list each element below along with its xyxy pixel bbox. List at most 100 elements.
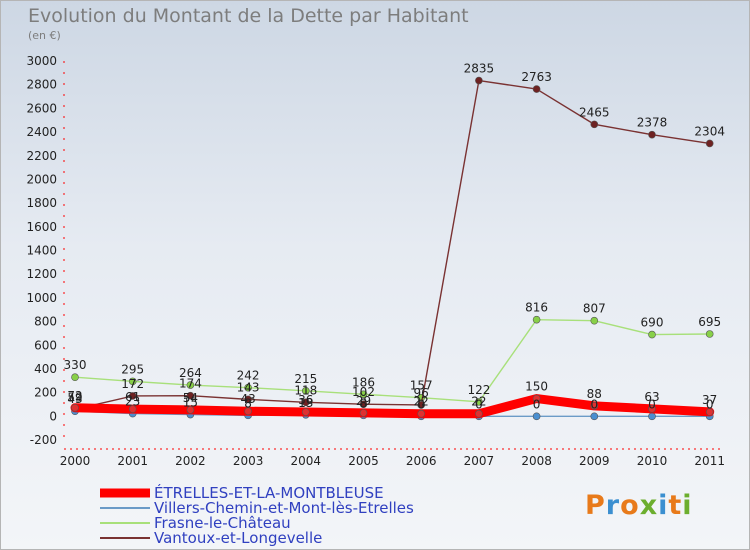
data-label: 102 bbox=[352, 385, 375, 399]
data-label: 330 bbox=[64, 358, 87, 372]
logo-letter: P bbox=[585, 490, 606, 521]
data-label: 23 bbox=[125, 395, 140, 409]
data-point bbox=[128, 377, 137, 386]
data-label: 8 bbox=[244, 396, 252, 410]
data-point bbox=[417, 409, 426, 418]
x-tick-label: 2008 bbox=[521, 454, 552, 468]
x-tick-label: 2001 bbox=[117, 454, 148, 468]
data-point bbox=[590, 120, 599, 129]
data-label: 29 bbox=[356, 394, 371, 408]
data-label: 0 bbox=[648, 397, 656, 411]
data-label: 37 bbox=[702, 393, 717, 407]
y-tick-label: 800 bbox=[34, 315, 57, 329]
data-label: 0 bbox=[706, 397, 714, 411]
data-label: 264 bbox=[179, 366, 202, 380]
data-point bbox=[532, 412, 541, 421]
data-point bbox=[417, 401, 426, 409]
data-point bbox=[475, 76, 483, 85]
data-label: 157 bbox=[410, 379, 433, 393]
x-tick-label: 2011 bbox=[694, 454, 725, 468]
data-point bbox=[359, 409, 368, 417]
legend-label: ÉTRELLES-ET-LA-MONTBLEUSE bbox=[154, 483, 384, 502]
data-label: 174 bbox=[179, 377, 202, 391]
legend-label: Vantoux-et-Longevelle bbox=[154, 529, 322, 547]
data-label: 59 bbox=[67, 390, 82, 404]
data-label: 15 bbox=[183, 396, 198, 410]
data-label: 8 bbox=[360, 396, 368, 410]
data-point bbox=[301, 398, 310, 407]
data-label: 96 bbox=[414, 386, 429, 400]
data-point bbox=[475, 398, 483, 406]
series-line bbox=[74, 79, 711, 411]
data-point bbox=[301, 387, 310, 395]
data-label: 0 bbox=[590, 397, 598, 411]
data-label: 118 bbox=[294, 383, 317, 397]
data-point bbox=[301, 408, 310, 416]
y-tick-label: 2000 bbox=[26, 172, 57, 186]
legend: ÉTRELLES-ET-LA-MONTBLEUSEVillers-Chemin-… bbox=[100, 483, 414, 547]
data-point bbox=[186, 391, 195, 400]
data-label: 2378 bbox=[637, 116, 668, 130]
data-labels: 330 295 264 242 215 186 157 122 816 807 690 695 59 17… bbox=[64, 62, 725, 412]
data-label: 690 bbox=[641, 316, 664, 330]
logo-letter: o bbox=[620, 490, 640, 521]
data-point bbox=[648, 412, 656, 421]
y-tick-label: 2400 bbox=[26, 125, 57, 139]
data-label: 36 bbox=[298, 393, 313, 407]
data-point bbox=[128, 392, 137, 400]
x-tick-label: 2004 bbox=[291, 454, 322, 468]
y-tick-label: 3000 bbox=[26, 54, 57, 68]
data-point bbox=[648, 330, 656, 339]
data-point bbox=[359, 400, 368, 409]
x-tick-label: 2003 bbox=[233, 454, 264, 468]
data-label: 172 bbox=[121, 377, 144, 391]
data-label: 2465 bbox=[579, 105, 610, 119]
data-point bbox=[186, 381, 195, 389]
data-label: 816 bbox=[525, 301, 548, 315]
data-point bbox=[590, 316, 599, 325]
logo-letter: r bbox=[605, 490, 621, 521]
series-line bbox=[74, 318, 711, 403]
y-tick-label: 1200 bbox=[26, 267, 57, 281]
y-tick-label: 1000 bbox=[26, 291, 57, 305]
data-label: 2835 bbox=[464, 62, 495, 76]
data-label: 43 bbox=[67, 392, 82, 406]
data-label: 22 bbox=[414, 395, 429, 409]
data-point bbox=[475, 409, 483, 418]
x-tick-label: 2007 bbox=[464, 454, 495, 468]
y-tick-label: 1600 bbox=[26, 220, 57, 234]
data-label: 43 bbox=[240, 392, 255, 406]
data-point bbox=[648, 405, 656, 413]
data-label: 2763 bbox=[521, 70, 552, 84]
data-label: 295 bbox=[121, 362, 144, 376]
x-tick-label: 2000 bbox=[60, 454, 91, 468]
chart-subtitle: (en €) bbox=[28, 29, 61, 42]
data-label: 88 bbox=[587, 387, 602, 401]
data-point bbox=[71, 373, 79, 382]
legend-label: Villers-Chemin-et-Mont-lès-Etrelles bbox=[154, 499, 414, 517]
data-point bbox=[128, 405, 137, 413]
data-label: 186 bbox=[352, 375, 375, 389]
logo-letter: i bbox=[682, 490, 693, 521]
data-point bbox=[71, 403, 79, 412]
logo-letter: t bbox=[668, 490, 683, 521]
data-label: 695 bbox=[698, 315, 721, 329]
y-tick-label: 1400 bbox=[26, 244, 57, 258]
axes: -200020040060080010001200140016001800200… bbox=[26, 54, 725, 468]
data-point bbox=[532, 394, 541, 403]
data-label: 0 bbox=[475, 397, 483, 411]
y-tick-label: 0 bbox=[49, 409, 57, 423]
data-point bbox=[186, 406, 195, 414]
x-tick-label: 2006 bbox=[406, 454, 437, 468]
data-label: 0 bbox=[417, 397, 425, 411]
data-point bbox=[590, 402, 599, 410]
x-tick-label: 2010 bbox=[637, 454, 668, 468]
x-tick-label: 2009 bbox=[579, 454, 610, 468]
data-point bbox=[532, 85, 541, 93]
y-tick-label: 200 bbox=[34, 386, 57, 400]
data-point bbox=[705, 330, 714, 338]
x-tick-label: 2005 bbox=[348, 454, 379, 468]
data-point bbox=[590, 412, 599, 421]
data-label: 150 bbox=[525, 380, 548, 394]
